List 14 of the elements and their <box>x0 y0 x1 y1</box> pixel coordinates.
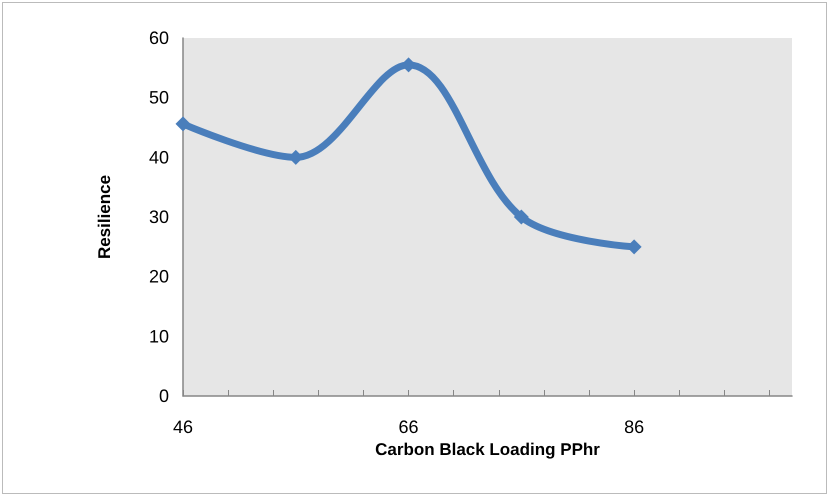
point <box>176 116 190 132</box>
y-tick-label: 10 <box>148 326 169 346</box>
x-tick-label: 86 <box>624 417 644 437</box>
y-tick-label: 60 <box>148 28 169 48</box>
y-tick-label: 50 <box>148 88 169 108</box>
y-tick-label: 20 <box>148 266 169 287</box>
y-tick-label: 40 <box>148 147 169 168</box>
y-tick-label: 30 <box>148 207 169 227</box>
x-axis-title: Carbon Black Loading PPhr <box>375 440 600 459</box>
point <box>514 210 529 224</box>
x-tick-label: 46 <box>172 417 194 437</box>
y-axis-title: Resilience <box>95 174 114 260</box>
x-tick-label: 66 <box>398 417 419 437</box>
y-tick-label: 0 <box>158 386 169 406</box>
